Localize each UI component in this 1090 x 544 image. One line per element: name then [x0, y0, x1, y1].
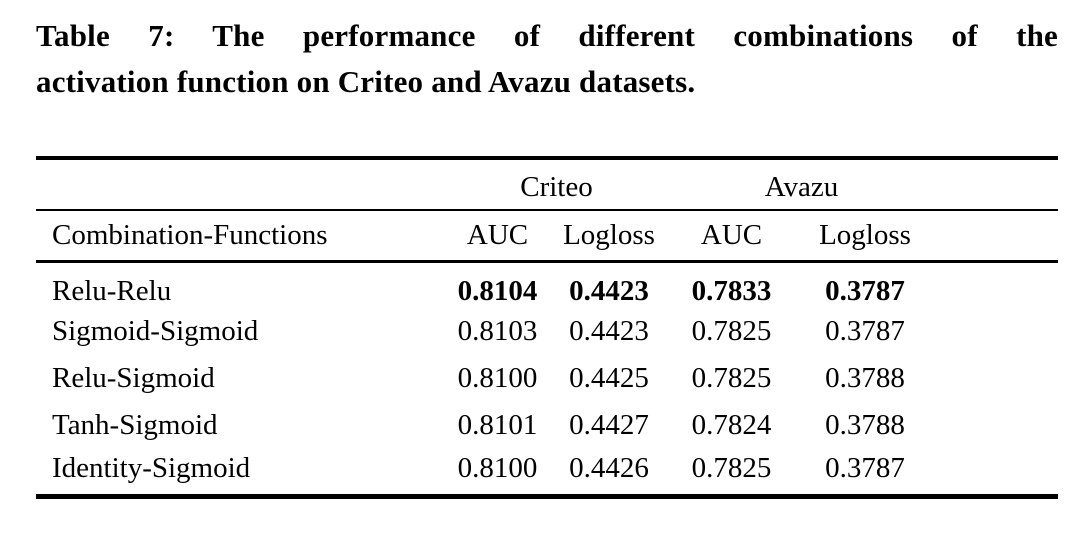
combination-label: Identity-Sigmoid — [52, 451, 251, 484]
criteo-logloss-value: 0.4427 — [569, 409, 649, 441]
combination-label: Sigmoid-Sigmoid — [52, 315, 259, 347]
column-header-avazu-logloss: Logloss — [795, 210, 936, 263]
results-table: Criteo Avazu Combination-Functions AUC L… — [36, 156, 1059, 499]
avazu-auc-value: 0.7825 — [691, 315, 772, 347]
avazu-auc-value: 0.7824 — [691, 409, 772, 441]
group-header-avazu: Avazu — [668, 158, 936, 211]
criteo-auc-value: 0.8100 — [457, 362, 538, 394]
group-header-filler — [935, 158, 1059, 211]
criteo-logloss-value: 0.4426 — [569, 451, 649, 484]
combination-label: Relu-Relu — [52, 274, 172, 307]
table-row-tanh-sigmoid: Tanh-Sigmoid 0.8101 0.4427 0.7824 0.3788 — [36, 402, 1058, 449]
avazu-auc-value: 0.7825 — [691, 451, 772, 484]
column-header-criteo-logloss: Logloss — [550, 210, 668, 263]
column-header-criteo-auc: AUC — [445, 210, 550, 263]
table-row-relu-relu: Relu-Relu 0.8104 0.4423 0.7833 0.3787 — [36, 261, 1058, 308]
criteo-logloss-value: 0.4423 — [569, 274, 649, 307]
column-header-row: Combination-Functions AUC Logloss AUC Lo… — [36, 210, 1059, 263]
column-header-combination-functions: Combination-Functions — [36, 210, 445, 263]
row-filler — [935, 355, 1058, 402]
avazu-logloss-value: 0.3788 — [825, 409, 905, 441]
avazu-auc-value: 0.7825 — [691, 362, 772, 394]
row-filler — [935, 449, 1058, 496]
combination-label: Relu-Sigmoid — [52, 362, 215, 394]
table-row-sigmoid-sigmoid: Sigmoid-Sigmoid 0.8103 0.4423 0.7825 0.3… — [36, 308, 1058, 355]
row-filler — [935, 261, 1058, 308]
criteo-auc-value: 0.8101 — [457, 409, 538, 441]
avazu-logloss-value: 0.3787 — [825, 274, 905, 307]
column-header-avazu-auc: AUC — [668, 210, 795, 263]
criteo-auc-value: 0.8103 — [457, 315, 538, 347]
avazu-logloss-value: 0.3787 — [825, 315, 905, 347]
criteo-auc-value: 0.8104 — [457, 274, 538, 307]
avazu-auc-value: 0.7833 — [691, 274, 772, 307]
criteo-auc-value: 0.8100 — [457, 451, 538, 484]
criteo-logloss-value: 0.4425 — [569, 362, 649, 394]
combination-label: Tanh-Sigmoid — [52, 409, 218, 441]
caption-line-2: activation function on Criteo and Avazu … — [36, 64, 696, 99]
group-header-spacer — [36, 158, 445, 211]
row-filler — [935, 402, 1058, 449]
criteo-logloss-value: 0.4423 — [569, 315, 649, 347]
caption-line-1: Table 7: The performance of different co… — [36, 18, 1058, 53]
row-filler — [935, 308, 1058, 355]
table-row-relu-sigmoid: Relu-Sigmoid 0.8100 0.4425 0.7825 0.3788 — [36, 355, 1058, 402]
avazu-logloss-value: 0.3788 — [825, 362, 905, 394]
paper-page: Table 7: The performance of different co… — [0, 13, 1090, 544]
table-row-identity-sigmoid: Identity-Sigmoid 0.8100 0.4426 0.7825 0.… — [36, 449, 1058, 496]
avazu-logloss-value: 0.3787 — [825, 451, 905, 484]
column-header-filler — [935, 210, 1059, 263]
group-header-criteo: Criteo — [445, 158, 668, 211]
table-caption: Table 7: The performance of different co… — [36, 13, 1058, 105]
dataset-group-header-row: Criteo Avazu — [36, 158, 1059, 211]
